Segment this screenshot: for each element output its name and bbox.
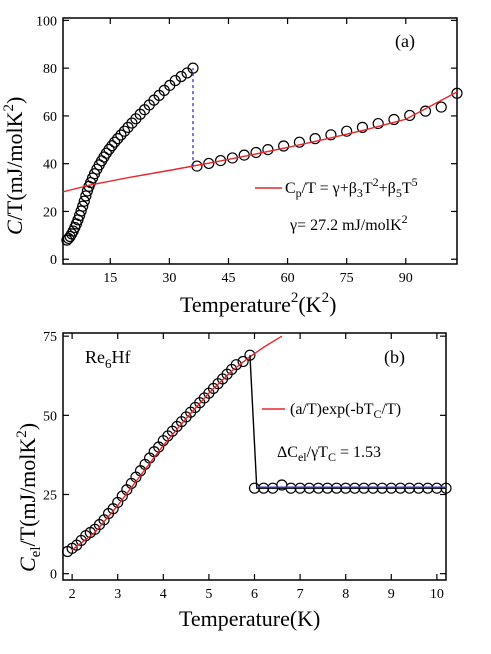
panel-b-x-tick-label: 3: [114, 587, 121, 602]
panel-a-point: [262, 143, 274, 156]
panel-a-y-tick-label: 60: [43, 110, 57, 125]
panel-a-x-tick-label: 75: [340, 271, 354, 286]
panel-a-point: [64, 230, 76, 243]
panel-b-x-tick-label: 2: [69, 587, 76, 602]
panel-a-point: [77, 200, 89, 212]
panel-a-x-tick-label: 90: [399, 271, 413, 286]
panel-a-point: [78, 195, 90, 207]
panel-b-x-tick-label: 10: [430, 587, 444, 602]
panel-b-x-title: Temperature(K): [179, 606, 320, 631]
panel-a-y-title: C/T(mJ/molK2): [1, 97, 27, 235]
panel-b-x-tick-label: 8: [342, 587, 349, 602]
panel-a-x-tick-label: 15: [103, 271, 117, 286]
panel-b-point: [230, 359, 242, 371]
panel-b-y-tick-label: 0: [50, 568, 57, 583]
panel-a-legend: Cp/T = γ+β3T2+β5T5: [285, 175, 418, 200]
panel-a-series: [61, 62, 463, 246]
panel-a-point: [309, 133, 321, 145]
panel-a-point: [404, 109, 416, 122]
panel-a-y-tick-label: 20: [43, 205, 57, 220]
panel-a-point: [175, 70, 187, 83]
panel-a-label: (a): [395, 31, 415, 52]
panel-b-ratio: ΔCel/γTC = 1.53: [277, 444, 381, 464]
panel-a-y-tick-label: 40: [43, 158, 57, 173]
panel-a-line: [62, 91, 458, 193]
panel-a-x-tick-label: 60: [281, 271, 295, 286]
panel-b-line: [249, 355, 446, 489]
panel-a-x-tick-label: 30: [162, 271, 176, 286]
panel-a-point: [126, 117, 138, 129]
panel-b-x-tick-label: 4: [160, 587, 167, 602]
panel-b-x-tick-label: 9: [388, 587, 395, 602]
panel-a-gamma: γ= 27.2 mJ/molK2: [289, 212, 408, 234]
panel-a-point: [293, 136, 305, 148]
panel-a-y-tick-label: 100: [36, 14, 57, 29]
panel-a-x-tick-label: 45: [221, 271, 235, 286]
panel-a-point: [372, 117, 384, 130]
panel-b-y-tick-label: 25: [43, 489, 57, 504]
panel-b-series: [61, 335, 452, 558]
panel-b-legend: (a/T)exp(-bTC/T): [290, 401, 401, 421]
panel-b-y-tick-label: 50: [43, 409, 57, 424]
panel-a-point: [341, 125, 353, 137]
panel-a-point: [118, 125, 131, 137]
panel-a-point: [115, 129, 127, 141]
panel-a-point: [75, 205, 87, 217]
panel-a-y-tick-label: 80: [43, 62, 57, 77]
panel-a-y-tick-label: 0: [50, 253, 57, 268]
panel-a-point: [109, 136, 121, 148]
panel-a-point: [169, 74, 181, 87]
panel-a-x-title: Temperature2(K2): [180, 290, 336, 317]
panel-a-point: [250, 146, 262, 159]
panel-a-point: [103, 143, 115, 155]
panel-b-y-title: Cel/T(mJ/molK2): [14, 423, 44, 572]
panel-a-point: [356, 121, 369, 133]
panel-b-line: [71, 335, 283, 551]
panel-a-ticks: 15 30 45 60 75 90 0 20 40 60 80 100: [36, 14, 457, 286]
panel-b-compound: Re6Hf: [85, 347, 131, 371]
panel-b-x-tick-label: 5: [205, 587, 212, 602]
panel-a-point: [106, 140, 118, 152]
panel-b-x-tick-label: 7: [297, 587, 304, 602]
panel-a-point: [325, 129, 337, 141]
panel-b-label: (b): [384, 347, 405, 368]
panel-b-y-tick-label: 75: [43, 330, 57, 345]
panel-a-point: [435, 101, 447, 113]
panel-b-point: [237, 355, 249, 368]
panel-a-point: [451, 87, 463, 99]
panel-a-point: [388, 113, 400, 126]
panel-a-point: [278, 140, 290, 152]
panel-a-frame: [62, 17, 458, 265]
panel-b-ticks: 2 3 4 5 6 7 8 9 10 0 25 50 75: [43, 330, 446, 602]
panel-b-x-tick-label: 6: [251, 587, 258, 602]
panel-a-point: [112, 133, 124, 145]
